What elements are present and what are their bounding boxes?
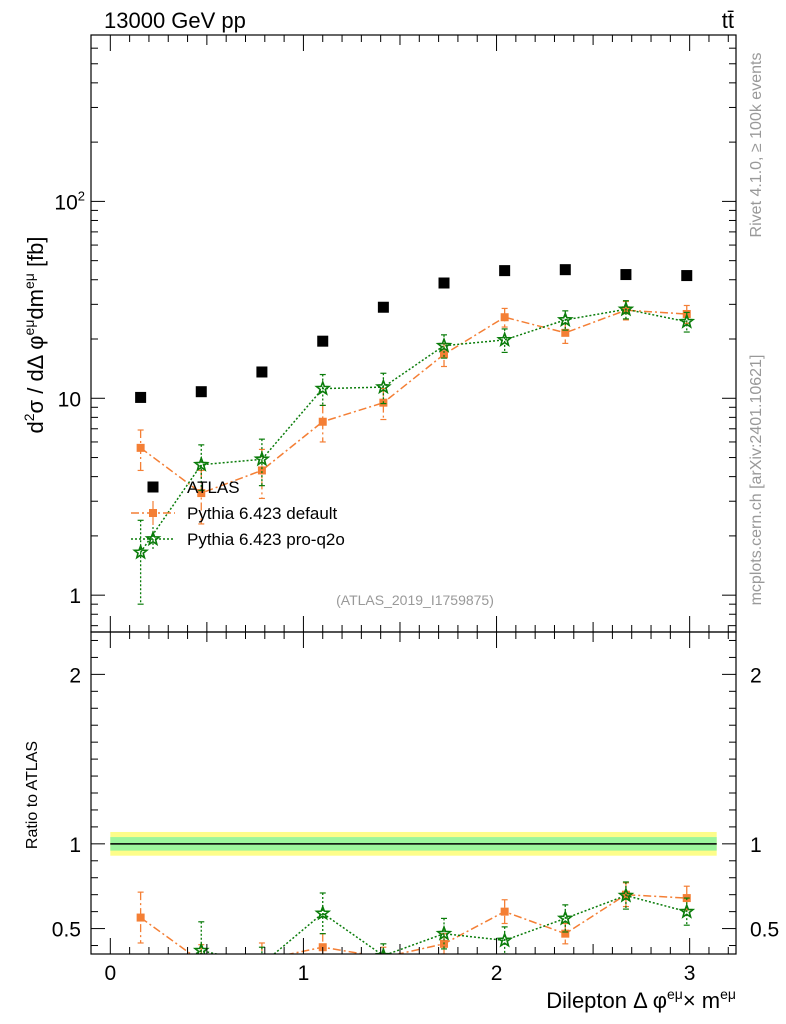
main-point bbox=[496, 331, 514, 347]
legend-entry: Pythia 6.423 default bbox=[131, 501, 338, 525]
legend-entry: ATLAS bbox=[147, 478, 240, 497]
ratio-point bbox=[197, 958, 205, 966]
ratio-y-tick-label: 0.5 bbox=[52, 919, 81, 942]
main-point bbox=[192, 455, 210, 472]
ratio-y-axis-label: Ratio to ATLAS bbox=[24, 741, 41, 849]
ratio-x-tick-label: 0 bbox=[104, 962, 116, 985]
main-data-layer bbox=[132, 264, 696, 605]
main-point bbox=[253, 450, 271, 467]
analysis-id: (ATLAS_2019_I1759875) bbox=[336, 592, 494, 608]
ratio-y-tick-label-right: 2 bbox=[750, 664, 762, 687]
main-point bbox=[440, 350, 449, 359]
main-point bbox=[317, 335, 329, 347]
ratio-point bbox=[134, 979, 146, 991]
main-point bbox=[561, 328, 570, 337]
ratio-point bbox=[435, 924, 453, 941]
ratio-point bbox=[258, 956, 266, 964]
ratio-point bbox=[500, 907, 509, 916]
ratio-point bbox=[556, 909, 574, 926]
main-line bbox=[139, 308, 687, 553]
ratio-reference-band bbox=[110, 831, 717, 856]
main-y-tick-label: 1 bbox=[69, 585, 81, 608]
ratio-point bbox=[256, 958, 268, 970]
main-point bbox=[435, 336, 453, 353]
energy-label: 13000 GeV pp bbox=[104, 8, 246, 33]
ratio-data-layer bbox=[134, 881, 696, 991]
ratio-x-tick-label: 3 bbox=[684, 962, 696, 985]
main-point bbox=[500, 313, 509, 322]
main-point bbox=[195, 386, 207, 398]
main-point bbox=[256, 366, 268, 378]
main-point bbox=[197, 489, 206, 498]
main-point bbox=[620, 269, 632, 281]
main-line bbox=[140, 309, 687, 494]
ratio-line bbox=[140, 893, 687, 954]
main-series-pythia-6-423-pro-q2o bbox=[132, 300, 696, 605]
main-y-tick-label: 10 bbox=[58, 388, 81, 411]
process-label: tt̄ bbox=[722, 8, 734, 33]
main-point bbox=[257, 466, 266, 475]
ratio-point bbox=[192, 941, 210, 954]
main-point bbox=[136, 443, 145, 452]
main-point bbox=[375, 378, 392, 395]
main-point bbox=[617, 300, 635, 317]
main-series-atlas bbox=[135, 264, 693, 403]
legend-label: Pythia 6.423 default bbox=[187, 504, 338, 523]
main-y-tick-label: 102 bbox=[54, 188, 85, 214]
legend-marker bbox=[149, 509, 157, 517]
ratio-y-tick-label: 2 bbox=[69, 664, 81, 687]
main-point bbox=[132, 543, 149, 560]
rivet-label: Rivet 4.1.0, ≥ 100k events bbox=[748, 53, 765, 238]
main-point bbox=[438, 277, 450, 289]
ratio-point bbox=[678, 902, 696, 919]
legend-marker bbox=[147, 481, 159, 493]
ratio-point bbox=[314, 904, 332, 921]
legend: ATLAS Pythia 6.423 default Pythia 6.423 pr… bbox=[131, 478, 345, 551]
main-point bbox=[556, 311, 574, 328]
main-point bbox=[377, 301, 389, 313]
legend-label: ATLAS bbox=[187, 478, 240, 497]
ratio-panel-frame bbox=[90, 631, 737, 955]
main-point bbox=[135, 391, 147, 403]
svg-text:Dilepton Δ φeμ× meμ: Dilepton Δ φeμ× meμ bbox=[546, 986, 736, 1013]
ratio-line bbox=[193, 894, 687, 954]
ratio-series-pythia-6-423-default bbox=[136, 882, 691, 966]
ratio-x-tick-label: 2 bbox=[491, 962, 503, 985]
main-point bbox=[318, 417, 327, 426]
ratio-y-tick-label-right: 0.5 bbox=[750, 919, 779, 942]
legend-marker bbox=[144, 530, 162, 547]
main-point bbox=[681, 270, 693, 282]
ratio-series-pythia-6-423-pro-q2o bbox=[134, 881, 696, 991]
ratio-point bbox=[617, 886, 635, 903]
main-point bbox=[499, 265, 511, 277]
main-point bbox=[559, 264, 571, 276]
ratio-point bbox=[136, 913, 145, 922]
ratio-y-tick-label-right: 1 bbox=[750, 834, 762, 857]
main-point bbox=[314, 379, 332, 396]
legend-entry: Pythia 6.423 pro-q2o bbox=[131, 527, 345, 551]
ratio-point bbox=[375, 946, 392, 954]
x-axis-label: Dilepton Δ φeμ× meμ bbox=[546, 986, 736, 1013]
svg-text:d2σ / dΔ φeμdmeμ [fb]: d2σ / dΔ φeμdmeμ [fb] bbox=[21, 236, 48, 433]
legend-label: Pythia 6.423 pro-q2o bbox=[187, 530, 345, 549]
ratio-point bbox=[561, 929, 570, 938]
main-y-axis-label: d2σ / dΔ φeμdmeμ [fb] bbox=[21, 236, 48, 433]
main-point bbox=[678, 312, 696, 329]
ratio-x-tick-label: 1 bbox=[298, 962, 310, 985]
mcplots-label: mcplots.cern.ch [arXiv:2401.10621] bbox=[748, 355, 765, 606]
ratio-point bbox=[496, 931, 513, 948]
ratio-y-tick-label: 1 bbox=[69, 834, 81, 857]
